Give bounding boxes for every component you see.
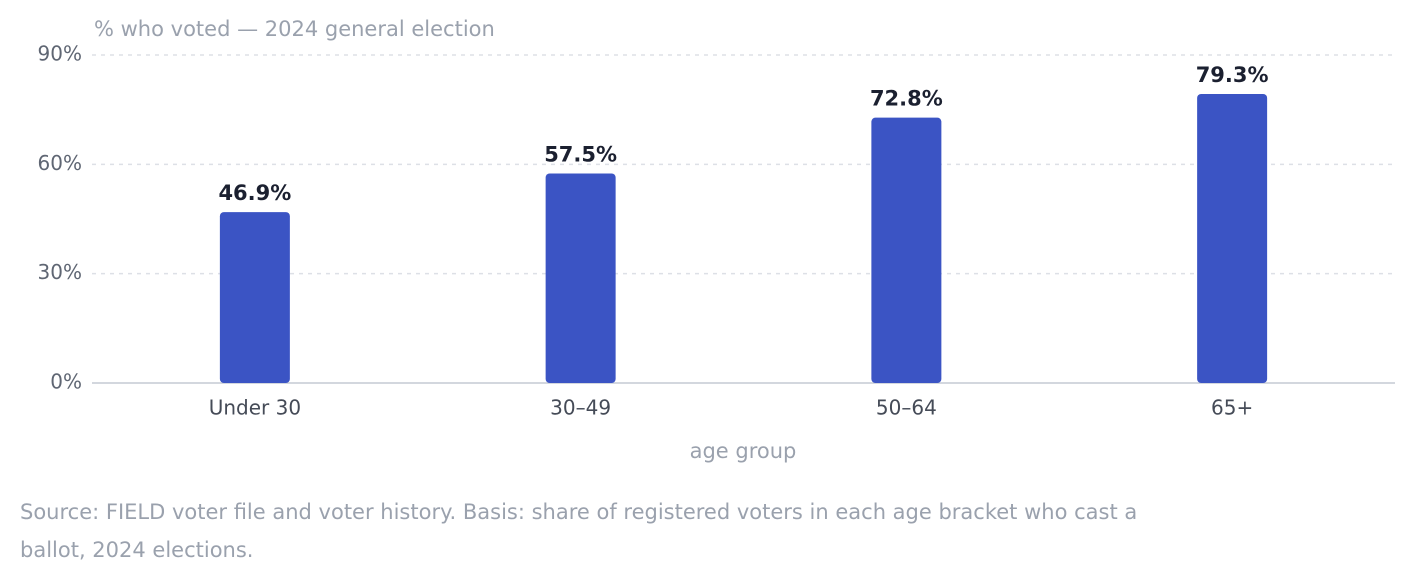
x-tick-label: 50–64 xyxy=(876,396,937,420)
value-label: 57.5% xyxy=(544,142,617,166)
x-axis-label: age group xyxy=(690,439,797,463)
y-tick-label: 60% xyxy=(38,151,82,175)
y-tick-label: 0% xyxy=(50,370,82,394)
x-tick-label: 30–49 xyxy=(550,396,611,420)
chart: % who voted — 2024 general election age … xyxy=(38,17,1395,463)
value-label: 72.8% xyxy=(870,87,943,111)
bar xyxy=(1197,93,1268,384)
bar xyxy=(871,117,942,383)
x-tick-label: 65+ xyxy=(1211,396,1253,420)
y-tick-label: 90% xyxy=(38,42,82,66)
value-label: 46.9% xyxy=(218,181,291,205)
bar xyxy=(545,173,616,383)
value-label: 79.3% xyxy=(1196,63,1269,87)
bar xyxy=(219,212,290,383)
x-tick-label: Under 30 xyxy=(209,396,301,420)
y-tick-label: 30% xyxy=(38,260,82,284)
y-axis-label: % who voted — 2024 general election xyxy=(94,17,495,41)
source-note: Source: FIELD voter file and voter histo… xyxy=(20,500,1138,562)
